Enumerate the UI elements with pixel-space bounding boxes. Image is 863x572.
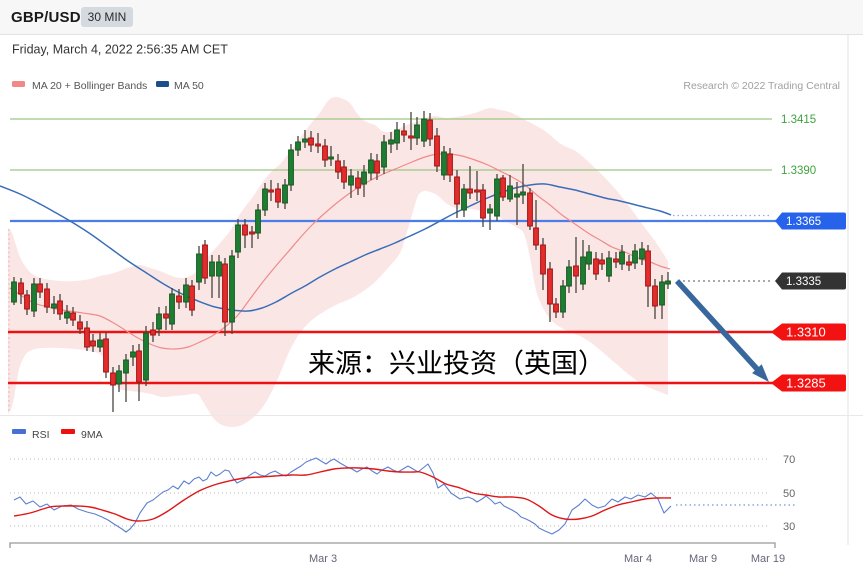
svg-text:Mar 3: Mar 3 <box>309 553 337 565</box>
svg-text:Research © 2022 Trading Centra: Research © 2022 Trading Central <box>683 80 840 92</box>
svg-text:Mar 9: Mar 9 <box>689 553 717 565</box>
svg-text:MA 50: MA 50 <box>174 80 204 92</box>
svg-text:1.3390: 1.3390 <box>781 165 816 177</box>
svg-text:70: 70 <box>783 454 795 466</box>
svg-text:MA 20 + Bollinger Bands: MA 20 + Bollinger Bands <box>32 80 147 92</box>
svg-text:1.3335: 1.3335 <box>786 276 821 288</box>
svg-text:1.3365: 1.3365 <box>786 216 821 228</box>
svg-text:Friday, March 4, 2022 2:56:35: Friday, March 4, 2022 2:56:35 AM CET <box>12 43 228 57</box>
svg-text:1.3285: 1.3285 <box>786 376 826 391</box>
svg-text:9MA: 9MA <box>81 429 103 441</box>
svg-text:50: 50 <box>783 488 795 500</box>
svg-text:1.3415: 1.3415 <box>781 114 816 126</box>
svg-text:RSI: RSI <box>32 429 50 441</box>
svg-text:30: 30 <box>783 521 795 533</box>
svg-text:Mar 19: Mar 19 <box>751 553 785 565</box>
svg-text:1.3310: 1.3310 <box>786 325 826 340</box>
svg-text:Mar 4: Mar 4 <box>624 553 652 565</box>
